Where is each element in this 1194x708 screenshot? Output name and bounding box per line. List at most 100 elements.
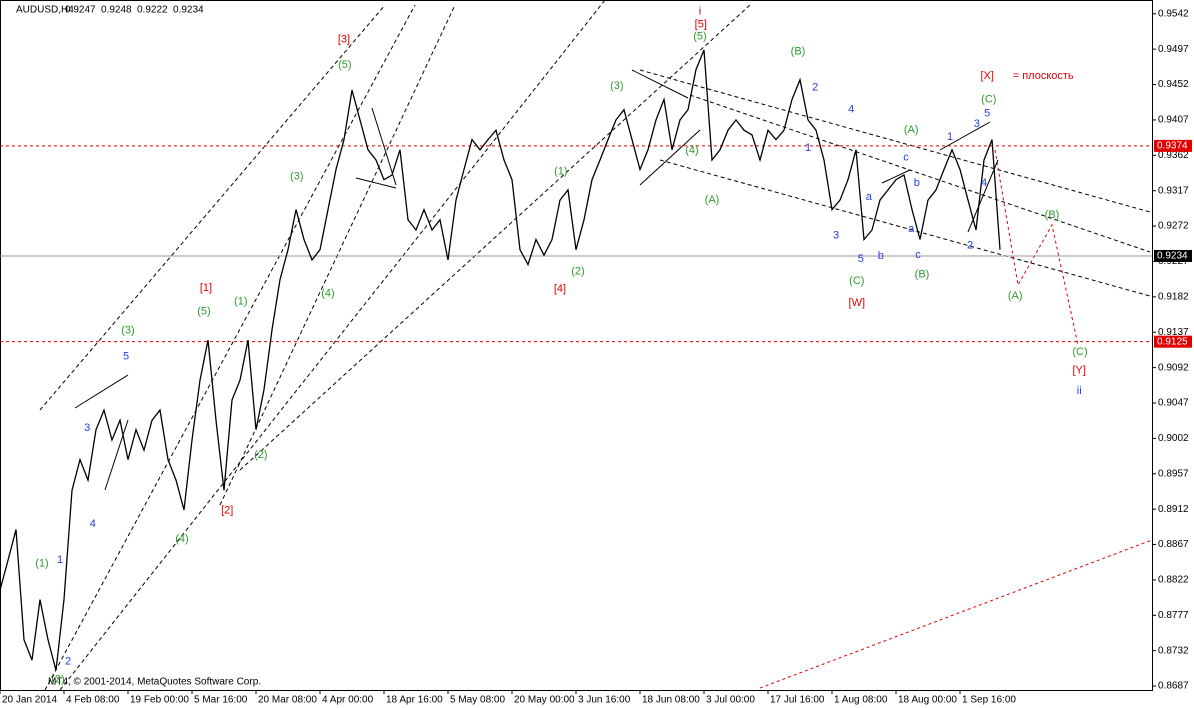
wave-line bbox=[639, 129, 701, 186]
x-tick-label: 3 Jun 16:00 bbox=[578, 695, 631, 706]
x-tick-label: 20 Mar 08:00 bbox=[258, 695, 317, 706]
wave-label: a bbox=[866, 191, 873, 203]
y-tick-label: 0.9137 bbox=[1158, 327, 1189, 338]
wave-label: (3) bbox=[121, 325, 134, 337]
wave-label: 4 bbox=[981, 177, 987, 189]
channel-line bbox=[659, 159, 1151, 297]
level-label-box bbox=[1154, 249, 1192, 262]
wave-label: 2 bbox=[65, 656, 71, 668]
wave-label: [1] bbox=[200, 282, 212, 294]
y-tick-label: 0.9317 bbox=[1158, 185, 1189, 196]
y-tick-label: 0.8912 bbox=[1158, 504, 1189, 515]
wave-label: (3) bbox=[290, 170, 303, 182]
close-price: 0.9234 bbox=[173, 5, 204, 16]
wave-label: i bbox=[699, 5, 701, 17]
wave-label: (B) bbox=[915, 269, 930, 281]
wave-label: (A) bbox=[1008, 290, 1023, 302]
y-tick-label: 0.9092 bbox=[1158, 362, 1189, 373]
wave-label: [X] bbox=[980, 70, 993, 82]
wave-label: ii bbox=[1077, 385, 1082, 397]
wave-label: [3] bbox=[338, 34, 350, 46]
wave-label: = плоскость bbox=[1013, 70, 1074, 82]
wave-label: [5] bbox=[695, 19, 707, 31]
wave-line bbox=[74, 374, 129, 409]
wave-label: 2 bbox=[967, 240, 973, 252]
wave-line bbox=[939, 121, 991, 151]
wave-label: (A) bbox=[904, 124, 919, 136]
wave-label: [2] bbox=[221, 505, 233, 517]
channel-line bbox=[239, 4, 751, 471]
open-price: 0.9247 bbox=[65, 5, 96, 16]
wave-label: 4 bbox=[848, 104, 854, 116]
level-label-box bbox=[1154, 139, 1192, 152]
y-tick-label: 0.8957 bbox=[1158, 468, 1189, 479]
x-tick-label: 5 May 08:00 bbox=[450, 695, 505, 706]
red-trend-line bbox=[759, 539, 1153, 689]
wave-line bbox=[371, 107, 397, 186]
y-tick-label: 0.9272 bbox=[1158, 221, 1189, 232]
wave-label: [Y] bbox=[1072, 365, 1085, 377]
wave-label: (3) bbox=[610, 80, 623, 92]
wave-label: [W] bbox=[849, 297, 866, 309]
channel-line bbox=[39, 4, 386, 411]
wave-label: 1 bbox=[805, 142, 811, 154]
y-tick-label: 0.9047 bbox=[1158, 398, 1189, 409]
wave-label: (1) bbox=[234, 295, 247, 307]
projection-path bbox=[994, 149, 1079, 346]
wave-label: (C) bbox=[1072, 346, 1087, 358]
y-tick-label: 0.9362 bbox=[1158, 150, 1189, 161]
wave-line bbox=[104, 419, 129, 491]
wave-label: 5 bbox=[984, 108, 990, 120]
x-tick-label: 1 Sep 16:00 bbox=[962, 695, 1016, 706]
low-price: 0.9222 bbox=[137, 5, 168, 16]
wave-label: 5 bbox=[858, 253, 864, 265]
footer: MT4, © 2001-2014, MetaQuotes Software Co… bbox=[48, 677, 261, 688]
wave-label: b bbox=[878, 250, 884, 262]
wave-label: (2) bbox=[51, 674, 64, 686]
y-tick-label: 0.9002 bbox=[1158, 433, 1189, 444]
symbol: AUDUSD,H4 bbox=[16, 5, 74, 16]
wave-label: (4) bbox=[321, 288, 334, 300]
y-tick-label: 0.8687 bbox=[1158, 681, 1189, 692]
y-tick-label: 0.9497 bbox=[1158, 44, 1189, 55]
wave-label: 3 bbox=[84, 422, 90, 434]
y-tick-label: 0.8867 bbox=[1158, 539, 1189, 550]
x-tick-label: 5 Mar 16:00 bbox=[194, 695, 248, 706]
wave-label: b bbox=[914, 177, 920, 189]
price-line bbox=[0, 49, 1001, 671]
y-tick-label: 0.9452 bbox=[1158, 79, 1189, 90]
wave-line bbox=[631, 69, 689, 99]
x-tick-label: 1 Aug 08:00 bbox=[834, 695, 888, 706]
y-tick-label: 0.8732 bbox=[1158, 645, 1189, 656]
wave-label: (5) bbox=[693, 31, 706, 43]
wave-label: 3 bbox=[833, 229, 839, 241]
wave-label: (5) bbox=[338, 59, 351, 71]
wave-label: 4 bbox=[90, 518, 96, 530]
x-tick-label: 18 Jun 08:00 bbox=[642, 695, 700, 706]
wave-label: (A) bbox=[705, 194, 720, 206]
x-tick-label: 19 Feb 00:00 bbox=[130, 695, 189, 706]
wave-label: (2) bbox=[571, 266, 584, 278]
wave-label: [4] bbox=[554, 283, 566, 295]
high-price: 0.9248 bbox=[101, 5, 132, 16]
x-tick-label: 20 May 00:00 bbox=[514, 695, 575, 706]
wave-label: a bbox=[908, 223, 915, 235]
wave-label: (4) bbox=[685, 145, 698, 157]
plot-frame bbox=[0, 0, 1153, 691]
channel-line bbox=[639, 69, 1151, 213]
wave-label: (1) bbox=[35, 557, 48, 569]
wave-line bbox=[881, 169, 911, 184]
wave-label: (C) bbox=[849, 275, 864, 287]
wave-label: (B) bbox=[791, 45, 806, 57]
wave-label: (1) bbox=[554, 166, 567, 178]
x-tick-label: 18 Aug 00:00 bbox=[898, 695, 957, 706]
wave-label: c bbox=[915, 249, 921, 261]
channel-line bbox=[219, 4, 456, 506]
x-tick-label: 3 Jul 00:00 bbox=[706, 695, 755, 706]
wave-label: 1 bbox=[57, 554, 63, 566]
y-tick-label: 0.9407 bbox=[1158, 115, 1189, 126]
wave-label: (2) bbox=[254, 449, 267, 461]
wave-label: 2 bbox=[812, 82, 818, 94]
